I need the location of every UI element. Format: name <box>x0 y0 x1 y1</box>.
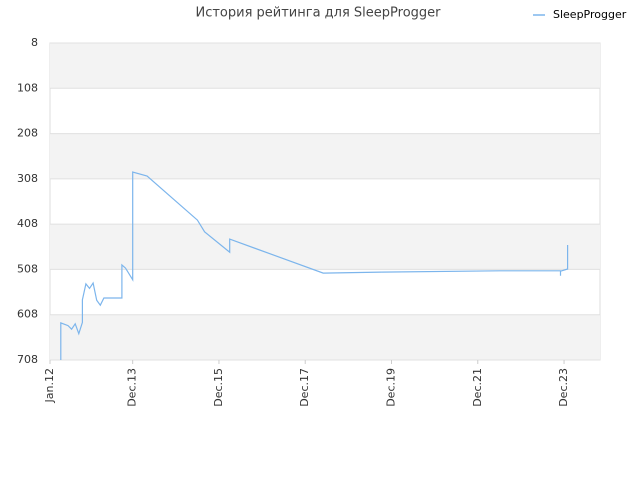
series-line <box>60 171 569 360</box>
chart-title: История рейтинга для SleepProgger <box>195 6 441 21</box>
x-tick-label: Dec.17 <box>298 368 311 407</box>
grid-band <box>50 224 600 270</box>
y-tick-label: 608 <box>17 308 38 321</box>
y-tick-label: 508 <box>17 262 38 275</box>
x-tick-label: Dec.19 <box>385 368 398 407</box>
y-tick-label: 708 <box>17 353 38 366</box>
grid-band <box>50 314 600 360</box>
x-tick-label: Dec.21 <box>471 368 484 407</box>
y-tick-label: 308 <box>17 172 38 185</box>
x-tick-label: Dec.13 <box>126 368 139 407</box>
y-tick-label: 208 <box>17 127 38 140</box>
x-tick-label: Dec.23 <box>557 368 570 407</box>
y-tick-label: 408 <box>17 217 38 230</box>
grid-band <box>50 133 600 179</box>
y-tick-label: 108 <box>17 81 38 94</box>
y-tick-label: 8 <box>31 36 38 49</box>
plot-area <box>49 42 601 361</box>
grid-band <box>50 43 600 89</box>
legend-label: SleepProgger <box>553 8 627 21</box>
x-tick-label: Jan.12 <box>43 368 56 403</box>
x-tick-label: Dec.15 <box>212 368 225 407</box>
